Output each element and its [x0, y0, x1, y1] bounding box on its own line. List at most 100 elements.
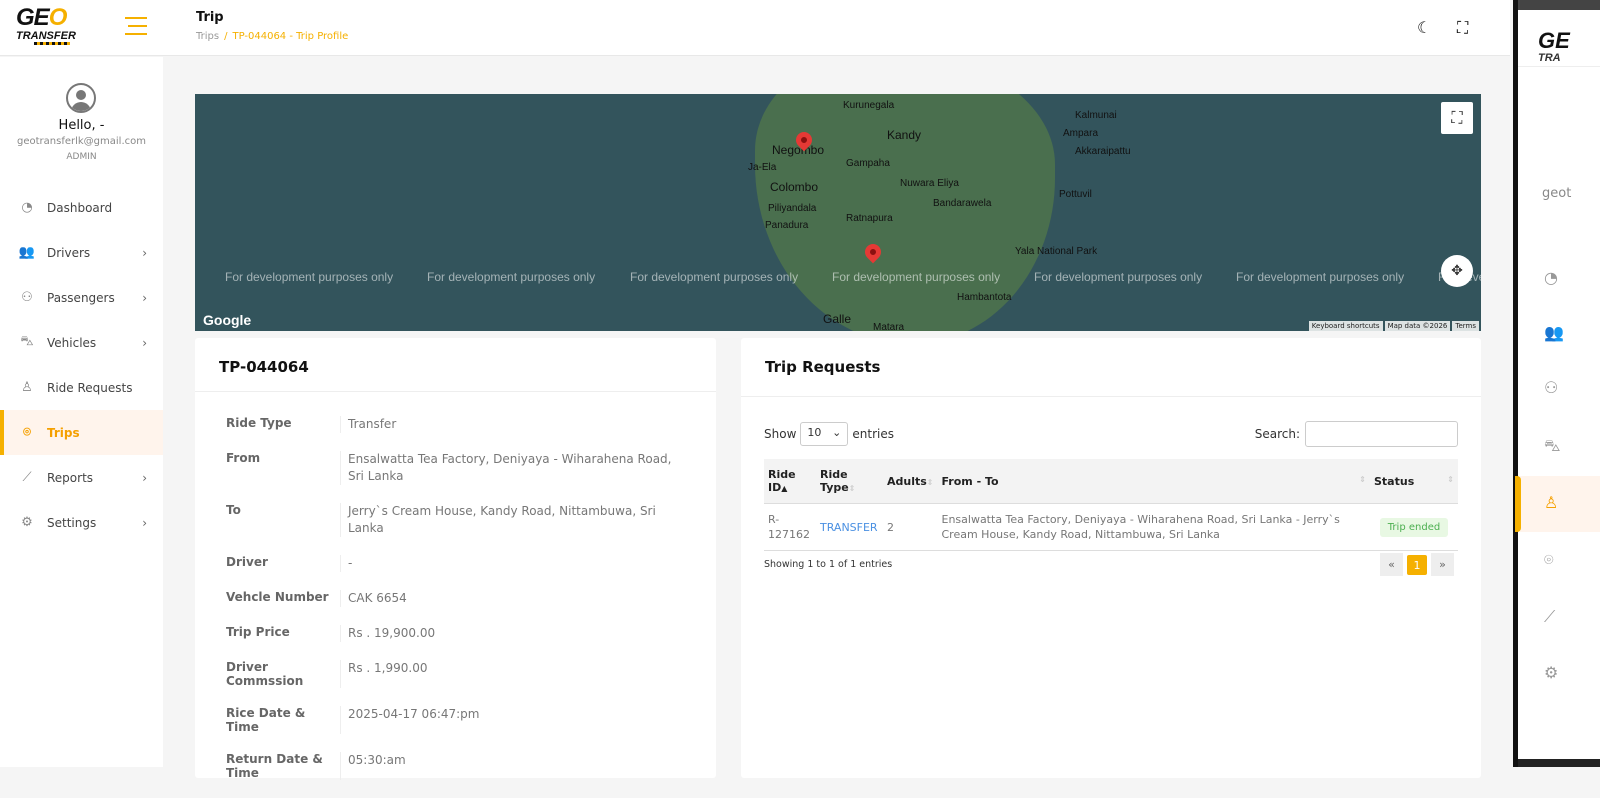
sidebar-item-vehicles[interactable]: ⛍ Vehicles ›	[0, 320, 163, 365]
trip-map[interactable]: Kurunegala Kandy Negombo Gampaha Ja-Ela Colom…	[195, 94, 1481, 331]
dev-watermark: For development purposes only	[427, 270, 596, 284]
map-city-label: Panadura	[765, 220, 809, 231]
breadcrumb: Trips / TP-044064 - Trip Profile	[196, 31, 349, 42]
ride-type: TRANSFER	[816, 503, 883, 551]
detail-label: Vehcle Number	[195, 590, 341, 607]
chevron-right-icon: ›	[142, 335, 147, 350]
page-1-button[interactable]: 1	[1407, 555, 1427, 575]
sidebar-item-label: Trips	[47, 425, 80, 440]
user-pin-icon: ♙	[21, 380, 33, 395]
next-page-button[interactable]: »	[1431, 553, 1454, 576]
user-group-icon: ⚇	[21, 290, 33, 305]
chevron-right-icon: ›	[142, 245, 147, 260]
table-info: Showing 1 to 1 of 1 entries	[764, 559, 893, 570]
user-greeting: Hello, -	[58, 118, 105, 133]
col-status[interactable]: Status ⇕	[1370, 459, 1458, 504]
dev-watermark: For development purposes only	[225, 270, 394, 284]
map-city-label: Galle	[823, 312, 852, 326]
location-pin-icon[interactable]: ⌾	[1544, 550, 1554, 569]
sidebar-item-dashboard[interactable]: ◔ Dashboard	[0, 185, 163, 230]
table-row: R-127162 TRANSFER 2 Ensalwatta Tea Facto…	[764, 503, 1458, 551]
entries-label: entries	[852, 427, 894, 441]
sidebar-item-label: Dashboard	[47, 200, 113, 215]
detail-value: -	[348, 556, 353, 570]
trip-requests-heading: Trip Requests	[741, 338, 1481, 397]
user-group-icon[interactable]: ⚇	[1544, 378, 1559, 397]
menu-toggle-icon[interactable]	[125, 17, 147, 37]
car-icon[interactable]: ⛍	[1544, 436, 1561, 455]
detail-row: From Ensalwatta Tea Factory, Deniyaya - W…	[195, 451, 716, 485]
geo-transfer-logo[interactable]: GEO TRANSFER	[16, 6, 88, 50]
fullscreen-icon[interactable]: ⛶	[1457, 18, 1469, 37]
breadcrumb-trips[interactable]: Trips	[196, 31, 220, 42]
users-icon[interactable]: 👥	[1544, 323, 1564, 342]
sidebar-item-label: Drivers	[47, 245, 91, 260]
map-fullscreen-button[interactable]: ⛶	[1441, 102, 1473, 134]
detail-row: To Jerry`s Cream House, Kandy Road, Nitta…	[195, 503, 716, 537]
sidebar-item-label: Ride Requests	[47, 380, 133, 395]
dev-watermark: For development purposes only	[1034, 270, 1203, 284]
detail-label: Driver	[195, 555, 341, 572]
speedometer-icon[interactable]: ◔	[1544, 268, 1558, 287]
detail-row: Trip Price Rs . 19,900.00	[195, 625, 716, 642]
chevron-down-icon: ⌄	[832, 426, 842, 439]
breadcrumb-current: TP-044064 - Trip Profile	[232, 31, 349, 42]
dark-mode-moon-icon[interactable]: ☾	[1417, 18, 1432, 37]
detail-row: Vehcle Number CAK 6654	[195, 590, 716, 607]
keyboard-shortcuts-link[interactable]: Keyboard shortcuts	[1308, 321, 1383, 331]
col-ride-type[interactable]: Ride Type⇕	[816, 459, 883, 504]
sidebar-item-reports[interactable]: ⟋ Reports ›	[0, 455, 163, 500]
map-city-label: Colombo	[770, 180, 819, 194]
map-city-label: Gampaha	[846, 158, 890, 169]
detail-value: 05:30:am	[348, 753, 406, 767]
detail-label: Trip Price	[195, 625, 341, 642]
detail-row: Driver Commssion Rs . 1,990.00	[195, 660, 716, 688]
gear-icon[interactable]: ⚙	[1544, 663, 1559, 682]
detail-label: To	[195, 503, 341, 537]
detail-row: Ride Type Transfer	[195, 416, 716, 433]
map-city-label: Bandarawela	[933, 198, 992, 209]
trip-details-card: TP-044064 Ride Type Transfer From Ensalwatt…	[195, 338, 716, 780]
speedometer-icon: ◔	[21, 200, 33, 215]
search-input[interactable]	[1305, 421, 1458, 447]
previous-page-button[interactable]: «	[1380, 553, 1403, 576]
sidebar-item-passengers[interactable]: ⚇ Passengers ›	[0, 275, 163, 320]
detail-label: Rice Date & Time	[195, 706, 341, 734]
sidebar-item-label: Vehicles	[47, 335, 97, 350]
location-pin-icon: ⌾	[23, 425, 31, 440]
user-role: ADMIN	[66, 152, 97, 162]
entries-value: 10	[807, 426, 822, 439]
trip-requests-table: Ride ID▲ Ride Type⇕ Adults⇕ From - To ⇕ S…	[764, 459, 1458, 551]
chevron-right-icon: ›	[142, 290, 147, 305]
chart-icon: ⟋	[22, 470, 32, 485]
entries-select[interactable]: 10 ⌄	[800, 422, 849, 446]
detail-value: 2025-04-17 06:47:pm	[348, 707, 480, 721]
dev-watermark: For development purposes only	[630, 270, 799, 284]
sidebar-item-ride-requests[interactable]: ♙ Ride Requests	[0, 365, 163, 410]
map-data-label: Map data ©2026	[1384, 321, 1451, 331]
sidebar-item-settings[interactable]: ⚙ Settings ›	[0, 500, 163, 545]
overlay-logo: GE	[1538, 28, 1570, 53]
top-header: GEO TRANSFER Trip Trips / TP-044064 - Trip …	[0, 0, 1510, 56]
map-city-label: Yala National Park	[1015, 246, 1098, 257]
terms-link[interactable]: Terms	[1452, 321, 1479, 331]
map-pan-control-icon[interactable]: ✥	[1441, 255, 1473, 287]
detail-value: Jerry`s Cream House, Kandy Road, Nittamb…	[348, 504, 656, 535]
pagination: « 1 »	[1380, 553, 1454, 576]
detail-row: Driver -	[195, 555, 716, 572]
map-city-label: Piliyandala	[768, 203, 817, 214]
sidebar-item-trips[interactable]: ⌾ Trips	[0, 410, 163, 455]
col-ride-id[interactable]: Ride ID▲	[764, 459, 816, 504]
detail-label: Ride Type	[195, 416, 341, 433]
sidebar-item-drivers[interactable]: 👥 Drivers ›	[0, 230, 163, 275]
user-pin-icon[interactable]: ♙	[1544, 493, 1559, 512]
trip-requests-card: Trip Requests Show 10 ⌄ entries Search: R…	[741, 338, 1481, 778]
col-from-to[interactable]: From - To ⇕	[937, 459, 1370, 504]
col-adults[interactable]: Adults⇕	[883, 459, 938, 504]
user-email: geotransferlk@gmail.com	[17, 136, 146, 147]
map-city-label: Ja-Ela	[748, 162, 777, 173]
overlay-email: geot	[1542, 186, 1572, 201]
map-city-label: Ratnapura	[846, 213, 893, 224]
google-logo: Google	[203, 312, 252, 328]
chart-icon[interactable]: ⟋	[1544, 607, 1556, 626]
